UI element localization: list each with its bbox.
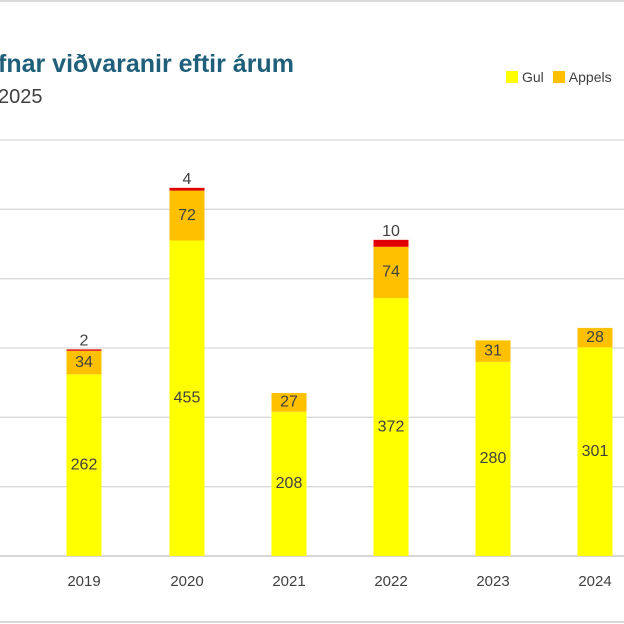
bar-appels-2020 [169,190,205,241]
legend-item-appels: Appels [552,69,612,85]
data-label-appels-2023: 31 [484,342,502,359]
data-label-appels-2022: 74 [382,264,400,281]
bar-rauð-2020 [169,187,205,191]
bar-gul-2019 [66,374,102,556]
chart-frame-bottom-border [0,621,624,623]
data-label-appels-2019: 34 [75,354,93,371]
bar-gul-2024 [577,347,613,556]
bar-gul-2023 [475,361,511,556]
bar-rauð-2022 [373,239,409,247]
legend-swatch-appels [552,71,565,83]
bar-appels-2022 [373,246,409,299]
bar-appels-2023 [475,340,511,362]
bar-rauð-2019 [66,349,102,351]
x-tick-label-2023: 2023 [476,573,509,590]
legend-label-appels: Appels [568,69,612,85]
chart-subtitle: 2025 [0,86,43,108]
data-label-gul-2023: 280 [480,450,507,467]
x-tick-label-2022: 2022 [374,573,407,590]
x-tick-label-2024: 2024 [578,573,611,590]
bar-gul-2020 [169,240,205,557]
data-label-gul-2024: 301 [582,443,609,460]
bar-gul-2021 [271,411,307,556]
data-label-appels-2024: 28 [586,329,604,346]
legend-label-gul: Gul [522,69,544,85]
data-label-rauð-2020: 4 [183,171,192,188]
x-tick-label-2020: 2020 [170,573,203,590]
legend-item-gul: Gul [506,69,544,85]
chart-title: fnar viðvaranir eftir árum [0,50,294,78]
bar-appels-2019 [66,350,102,375]
chart-legend: Gul Appels [506,69,621,85]
data-label-gul-2022: 372 [378,418,405,435]
data-label-rauð-2022: 10 [382,223,400,240]
data-label-gul-2020: 455 [174,389,201,406]
data-label-appels-2020: 72 [178,207,196,224]
data-label-rauð-2019: 2 [80,333,89,350]
bar-appels-2024 [577,327,613,348]
bar-appels-2021 [271,393,307,412]
bar-gul-2022 [373,298,409,556]
chart-frame-top-border [0,0,624,2]
x-tick-label-2021: 2021 [272,573,305,590]
legend-swatch-gul [506,71,518,83]
data-label-appels-2021: 27 [280,394,298,411]
data-label-gul-2019: 262 [71,456,98,473]
x-tick-label-2019: 2019 [67,573,100,590]
data-label-gul-2021: 208 [276,475,303,492]
